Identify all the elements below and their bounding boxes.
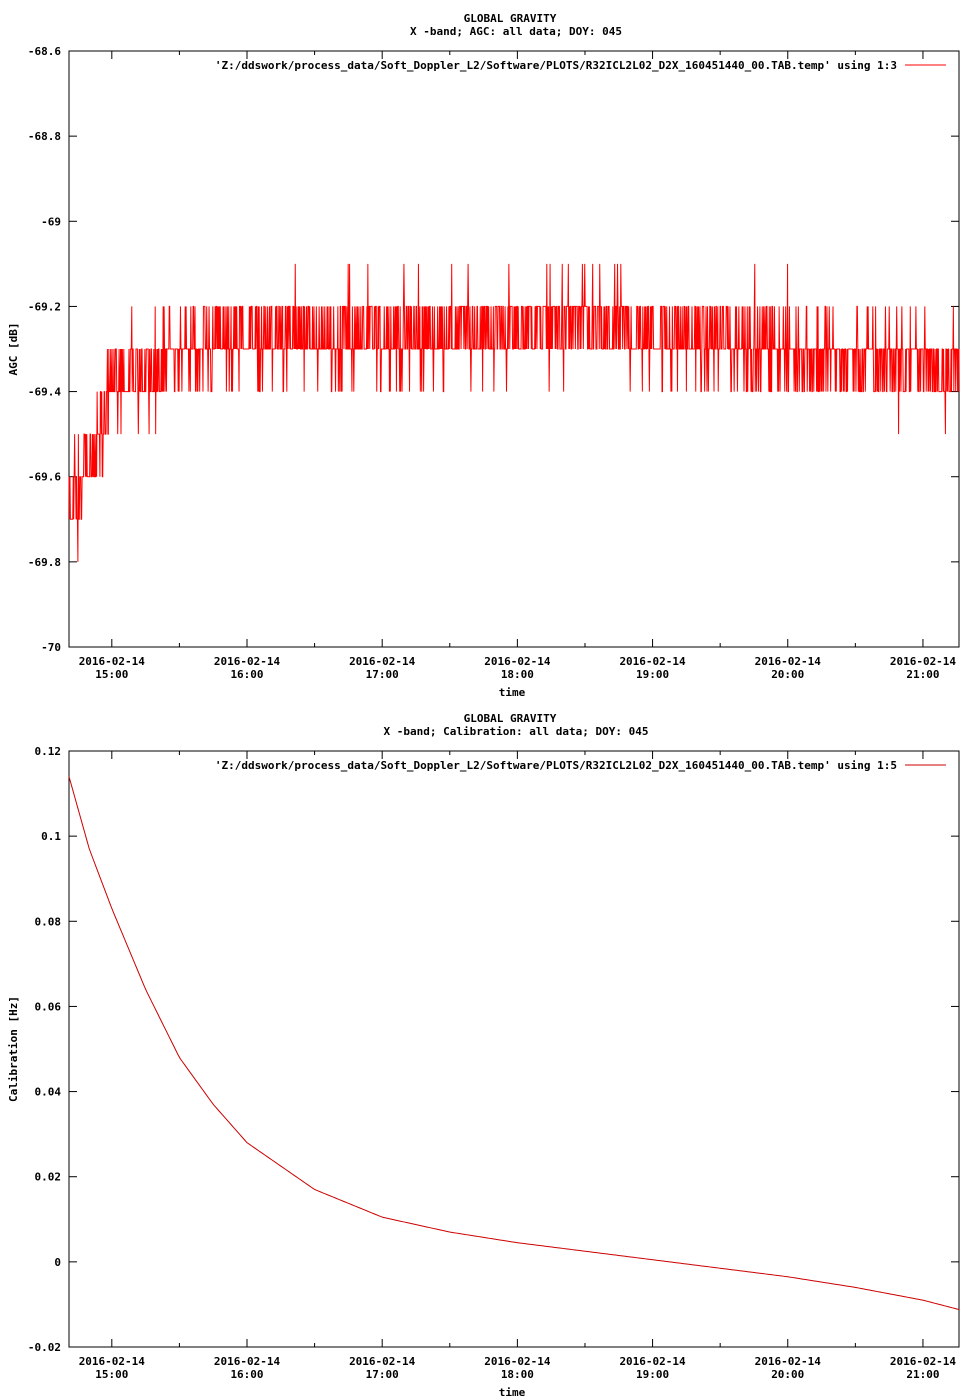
series-line bbox=[68, 263, 960, 562]
y-tick-label: 0.04 bbox=[35, 1086, 62, 1099]
x-tick-time-label: 17:00 bbox=[366, 668, 399, 681]
agc-y-axis: -68.6 -68.8 -69 -69.2 -69.4 -69.6 -69.8 -70 bbox=[28, 45, 959, 654]
x-tick-time-label: 15:00 bbox=[95, 1368, 128, 1381]
y-tick-label: -68.6 bbox=[28, 45, 61, 58]
x-tick-time-label: 15:00 bbox=[95, 668, 128, 681]
x-tick-time-label: 20:00 bbox=[771, 668, 804, 681]
calibration-x-axis: 2016-02-1415:002016-02-1416:002016-02-14… bbox=[79, 751, 957, 1381]
y-tick-label: -69.8 bbox=[28, 556, 61, 569]
x-tick-date-label: 2016-02-14 bbox=[79, 655, 146, 668]
series-line bbox=[68, 776, 960, 1311]
y-tick-label: -69 bbox=[41, 215, 61, 228]
x-tick-time-label: 21:00 bbox=[906, 668, 939, 681]
calibration-x-label: time bbox=[499, 1386, 526, 1399]
calibration-y-label: Calibration [Hz] bbox=[7, 996, 20, 1102]
x-tick-date-label: 2016-02-14 bbox=[890, 655, 957, 668]
x-tick-date-label: 2016-02-14 bbox=[349, 1355, 416, 1368]
x-tick-date-label: 2016-02-14 bbox=[619, 1355, 686, 1368]
agc-x-label: time bbox=[499, 686, 526, 699]
x-tick-time-label: 18:00 bbox=[501, 1368, 534, 1381]
y-tick-label: 0.06 bbox=[35, 1000, 62, 1013]
x-tick-date-label: 2016-02-14 bbox=[619, 655, 686, 668]
agc-panel: GLOBAL GRAVITY X -band; AGC: all data; D… bbox=[7, 12, 960, 699]
y-tick-label: 0 bbox=[54, 1256, 61, 1269]
x-tick-date-label: 2016-02-14 bbox=[755, 1355, 822, 1368]
x-tick-time-label: 21:00 bbox=[906, 1368, 939, 1381]
agc-subtitle: X -band; AGC: all data; DOY: 045 bbox=[410, 25, 622, 38]
x-tick-date-label: 2016-02-14 bbox=[214, 1355, 281, 1368]
y-tick-label: 0.02 bbox=[35, 1171, 62, 1184]
calibration-series bbox=[68, 776, 960, 1311]
y-tick-label: -70 bbox=[41, 641, 61, 654]
x-tick-date-label: 2016-02-14 bbox=[349, 655, 416, 668]
y-tick-label: -69.6 bbox=[28, 471, 61, 484]
x-tick-time-label: 20:00 bbox=[771, 1368, 804, 1381]
calibration-legend-label: 'Z:/ddswork/process_data/Soft_Doppler_L2… bbox=[215, 759, 897, 772]
y-tick-label: -69.4 bbox=[28, 386, 61, 399]
y-tick-label: -68.8 bbox=[28, 130, 61, 143]
agc-series bbox=[68, 263, 960, 562]
x-tick-time-label: 16:00 bbox=[230, 1368, 263, 1381]
calibration-y-axis: 0.12 0.1 0.08 0.06 0.04 0.02 0 -0.02 bbox=[28, 745, 959, 1354]
x-tick-date-label: 2016-02-14 bbox=[484, 655, 551, 668]
y-tick-label: 0.08 bbox=[35, 915, 62, 928]
calibration-plot-frame bbox=[68, 750, 960, 1348]
agc-x-axis: 2016-02-1415:002016-02-1416:002016-02-14… bbox=[79, 51, 957, 681]
x-tick-date-label: 2016-02-14 bbox=[755, 655, 822, 668]
calibration-panel: GLOBAL GRAVITY X -band; Calibration: all… bbox=[7, 712, 960, 1399]
calibration-title: GLOBAL GRAVITY bbox=[464, 712, 557, 725]
x-tick-date-label: 2016-02-14 bbox=[890, 1355, 957, 1368]
agc-legend-label: 'Z:/ddswork/process_data/Soft_Doppler_L2… bbox=[215, 59, 897, 72]
x-tick-date-label: 2016-02-14 bbox=[79, 1355, 146, 1368]
agc-title: GLOBAL GRAVITY bbox=[464, 12, 557, 25]
x-tick-time-label: 16:00 bbox=[230, 668, 263, 681]
x-tick-date-label: 2016-02-14 bbox=[484, 1355, 551, 1368]
x-tick-date-label: 2016-02-14 bbox=[214, 655, 281, 668]
y-tick-label: 0.1 bbox=[41, 830, 61, 843]
agc-y-label: AGC [dB] bbox=[7, 323, 20, 376]
x-tick-time-label: 19:00 bbox=[636, 668, 669, 681]
y-tick-label: 0.12 bbox=[35, 745, 62, 758]
x-tick-time-label: 17:00 bbox=[366, 1368, 399, 1381]
y-tick-label: -69.2 bbox=[28, 300, 61, 313]
x-tick-time-label: 19:00 bbox=[636, 1368, 669, 1381]
x-tick-time-label: 18:00 bbox=[501, 668, 534, 681]
y-tick-label: -0.02 bbox=[28, 1341, 61, 1354]
calibration-subtitle: X -band; Calibration: all data; DOY: 045 bbox=[384, 725, 649, 738]
